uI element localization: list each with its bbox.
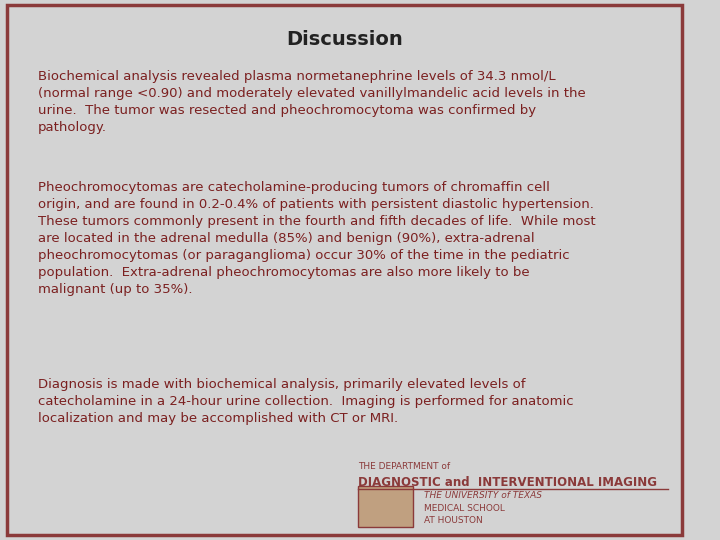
Text: AT HOUSTON: AT HOUSTON	[423, 516, 482, 525]
Text: THE UNIVERSITY of TEXAS: THE UNIVERSITY of TEXAS	[423, 491, 541, 501]
Text: Pheochromocytomas are catecholamine-producing tumors of chromaffin cell
origin, : Pheochromocytomas are catecholamine-prod…	[38, 181, 595, 296]
Text: THE DEPARTMENT of: THE DEPARTMENT of	[358, 462, 450, 471]
FancyBboxPatch shape	[358, 486, 413, 526]
Text: Discussion: Discussion	[286, 30, 402, 49]
FancyBboxPatch shape	[7, 5, 682, 535]
Text: Diagnosis is made with biochemical analysis, primarily elevated levels of
catech: Diagnosis is made with biochemical analy…	[38, 378, 574, 425]
Text: DIAGNOSTIC and  INTERVENTIONAL IMAGING: DIAGNOSTIC and INTERVENTIONAL IMAGING	[358, 476, 657, 489]
Text: Biochemical analysis revealed plasma normetanephrine levels of 34.3 nmol/L
(norm: Biochemical analysis revealed plasma nor…	[38, 70, 585, 134]
Text: MEDICAL SCHOOL: MEDICAL SCHOOL	[423, 504, 505, 514]
